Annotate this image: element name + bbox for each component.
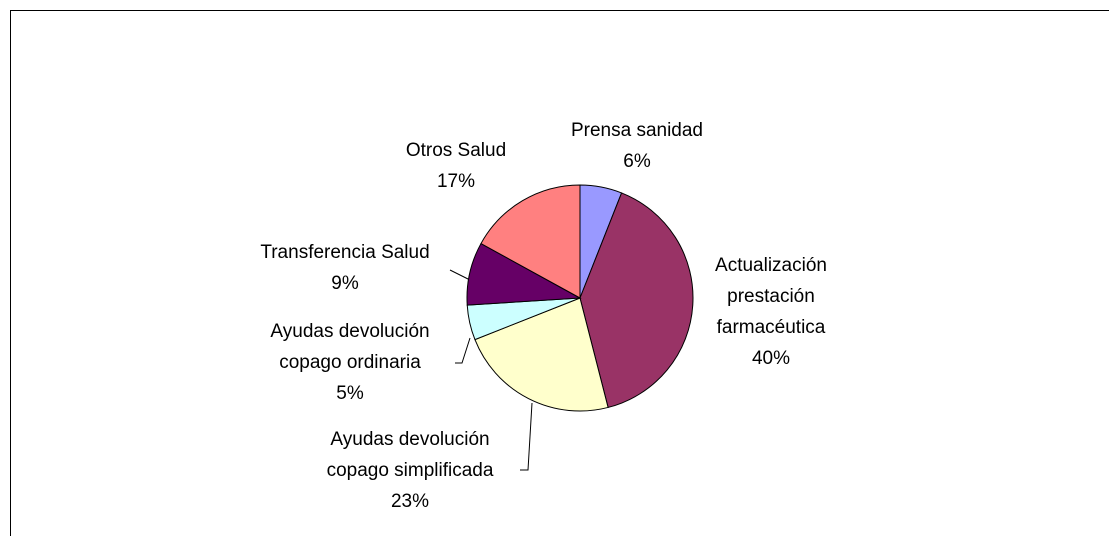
chart-frame <box>10 10 1109 536</box>
value-label: 6% <box>623 151 651 172</box>
pie-slice <box>480 184 581 299</box>
value-label: 17% <box>436 171 476 192</box>
slice-label: Ayudas devolución copago simplificada 23% <box>300 424 520 517</box>
category-label: Ayudas devolución copago simplificada <box>326 429 494 481</box>
leader-line <box>449 269 471 281</box>
value-label: 23% <box>390 491 430 512</box>
category-label: Otros Salud <box>405 140 507 161</box>
slice-label: Ayudas devolución copago ordinaria 5% <box>250 316 450 409</box>
pie-slice <box>579 192 694 409</box>
slice-label: Transferencia Salud 9% <box>230 237 460 299</box>
leader-line <box>520 402 533 471</box>
category-label: Ayudas devolución copago ordinaria <box>270 321 430 373</box>
leader-line <box>455 337 471 364</box>
slice-label: Actualización prestación farmacéutica 40% <box>691 250 851 374</box>
category-label: Prensa sanidad <box>570 120 704 141</box>
category-label: Transferencia Salud <box>260 242 430 263</box>
slice-label: Otros Salud 17% <box>371 135 541 197</box>
value-label: 5% <box>336 383 364 404</box>
slice-label: Prensa sanidad 6% <box>527 115 747 177</box>
value-label: 40% <box>751 348 791 369</box>
pie-slice <box>474 297 609 412</box>
value-label: 9% <box>331 273 359 294</box>
category-label: Actualización prestación farmacéutica <box>715 255 827 338</box>
